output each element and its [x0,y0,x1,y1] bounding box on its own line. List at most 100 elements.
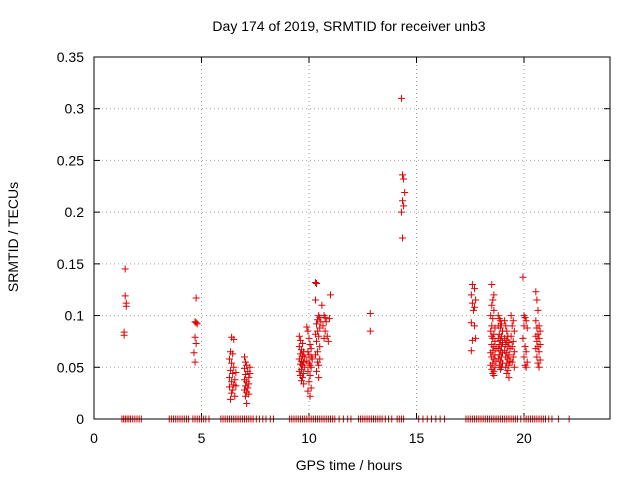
data-point [305,334,313,342]
data-point [532,317,540,325]
data-point [523,324,531,332]
data-point [487,327,495,335]
data-point [321,314,329,322]
data-point [299,374,307,382]
data-point [397,208,405,216]
data-point [487,349,495,357]
data-point [304,327,312,335]
data-point [471,303,479,311]
data-point [490,306,498,314]
data-point [120,331,128,339]
data-point [399,234,407,242]
data-point [489,315,497,323]
data-point [246,369,254,377]
data-point [532,288,540,296]
y-tick-label: 0 [76,411,84,427]
data-point [306,341,314,349]
data-point [315,332,323,340]
data-point [467,319,475,327]
data-point [519,273,527,281]
data-point [469,306,477,314]
data-point [313,280,321,288]
data-point [225,383,233,391]
data-point [503,327,511,335]
data-point [509,317,517,325]
data-point [324,337,332,345]
x-tick-label: 5 [198,430,206,446]
data-point [510,348,518,356]
data-point [311,278,319,286]
data-point [325,315,333,323]
data-point [496,365,504,373]
data-point [190,349,198,357]
data-point [230,335,238,343]
data-point [327,291,334,299]
y-tick-label: 0.3 [65,101,85,117]
data-point [534,359,542,367]
y-tick-label: 0.35 [57,49,84,65]
x-tick-label: 0 [90,430,98,446]
data-point [319,322,327,330]
data-point [242,358,250,366]
data-point [399,197,407,205]
data-point [295,367,303,375]
data-point [509,353,517,361]
data-point [192,294,200,302]
data-point [191,333,199,341]
data-point [400,175,408,183]
data-point [468,336,476,344]
data-point [241,353,248,361]
data-point [245,374,253,382]
data-point [122,302,130,310]
data-point [313,367,321,375]
data-point [192,339,200,347]
data-point [490,291,498,299]
data-point [304,348,312,356]
data-point [522,363,530,371]
data-point [467,291,475,299]
data-point [468,299,476,307]
data-point [308,355,316,363]
data-point [242,371,250,379]
data-point [467,347,475,355]
data-point [532,345,540,353]
y-tick-label: 0.05 [57,359,84,375]
data-point [489,296,497,304]
data-point [230,363,238,371]
data-point [315,374,323,382]
data-point [304,367,312,375]
x-tick-label: 15 [409,430,425,446]
data-point [508,343,516,351]
data-point [301,353,309,361]
data-point [533,324,541,332]
data-point [307,363,315,371]
axis-ticks: 0 0.05 0.1 0.15 0.2 0.25 0.3 0.35 0 5 10 15 20 [57,49,610,446]
data-point [307,345,315,353]
data-point [509,337,517,345]
data-point [316,343,324,351]
data-point [193,320,201,328]
data-point [534,306,542,314]
x-tick-label: 20 [516,430,532,446]
x-axis-label: GPS time / hours [296,457,403,473]
data-point [491,337,499,345]
data-point [522,317,530,325]
data-point [535,348,543,356]
data-point [313,337,321,345]
plot-frame [93,56,611,420]
data-point [519,334,527,342]
data-point [229,350,237,358]
data-point [520,353,528,361]
data-point [314,358,322,366]
data-point [241,364,248,372]
data-point [508,358,516,366]
data-point [490,372,498,380]
data-point [401,188,409,196]
data-point [507,312,515,320]
y-tick-label: 0.15 [57,256,84,272]
data-point [318,301,326,309]
data-point [321,327,329,335]
data-point [366,310,374,318]
data-point [231,392,239,400]
